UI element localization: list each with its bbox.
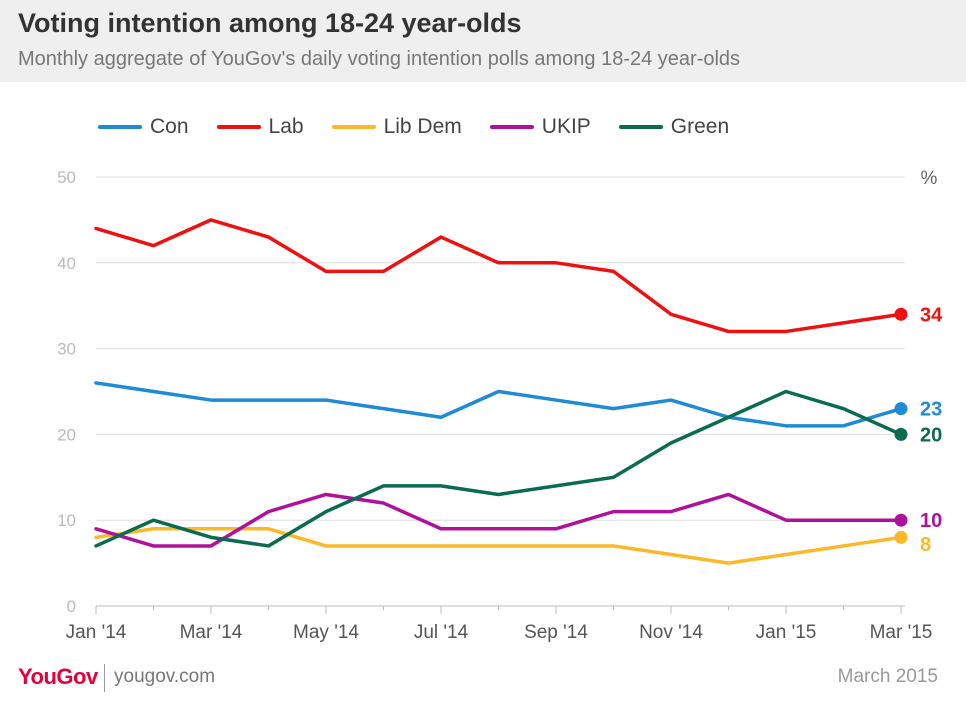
x-tick-label: Mar '14 <box>180 622 243 643</box>
x-tick-label: Sep '14 <box>524 622 588 643</box>
y-tick-label: 10 <box>57 511 76 530</box>
y-tick-label: 20 <box>57 425 76 444</box>
legend-swatch <box>489 125 534 129</box>
footer-date: March 2015 <box>837 666 938 687</box>
legend-swatch <box>618 125 663 129</box>
legend-swatch <box>216 125 261 129</box>
y-unit-label: % <box>921 168 938 189</box>
legend-item-lib-dem: Lib Dem <box>331 115 462 139</box>
end-marker-green <box>894 427 908 441</box>
end-marker-lib-dem <box>894 530 908 544</box>
x-tick-label: Mar '15 <box>870 622 933 643</box>
series-line-lab <box>94 218 903 334</box>
footer-site-link[interactable]: yougov.com <box>114 666 216 687</box>
legend-item-lab: Lab <box>216 115 304 139</box>
chart-subtitle: Monthly aggregate of YouGov's daily voti… <box>18 48 741 70</box>
end-value-label-con: 23 <box>920 399 942 421</box>
series-line-green <box>94 389 903 548</box>
yougov-logo: YouGov <box>18 664 98 689</box>
legend-item-con: Con <box>98 115 189 139</box>
x-tick-label: Nov '14 <box>639 622 703 643</box>
end-marker-ukip <box>894 513 908 527</box>
end-value-label-lab: 34 <box>920 304 943 326</box>
legend-label: UKIP <box>541 115 591 138</box>
end-value-label-lib-dem: 8 <box>920 534 931 556</box>
end-value-label-green: 20 <box>920 424 942 446</box>
legend-item-ukip: UKIP <box>489 115 591 139</box>
footer-divider <box>104 664 105 692</box>
x-tick-label: Jan '15 <box>756 622 817 643</box>
legend-label: Con <box>150 115 189 138</box>
y-tick-label: 0 <box>67 597 76 616</box>
legend-item-green: Green <box>618 115 730 139</box>
end-marker-lab <box>894 307 908 321</box>
series-line-lib-dem <box>94 527 903 565</box>
end-marker-con <box>894 402 908 416</box>
end-value-label-ukip: 10 <box>920 510 942 532</box>
x-tick-label: May '14 <box>293 622 359 643</box>
series-line-ukip <box>94 492 903 548</box>
legend: Con Lab Lib Dem UKIP Green <box>98 114 757 140</box>
x-tick-label: Jan '14 <box>66 622 127 643</box>
legend-label: Lib Dem <box>383 115 462 138</box>
x-tick-label: Jul '14 <box>414 622 469 643</box>
header: Voting intention among 18-24 year-olds M… <box>0 0 966 82</box>
y-tick-label: 30 <box>57 340 76 359</box>
legend-label: Green <box>670 115 730 138</box>
chart-title: Voting intention among 18-24 year-olds <box>18 8 522 38</box>
y-tick-label: 40 <box>57 254 76 273</box>
legend-swatch <box>331 125 376 129</box>
legend-label: Lab <box>268 115 304 138</box>
series-line-con <box>94 381 903 428</box>
legend-swatch <box>98 125 142 129</box>
y-tick-label: 50 <box>57 168 76 187</box>
